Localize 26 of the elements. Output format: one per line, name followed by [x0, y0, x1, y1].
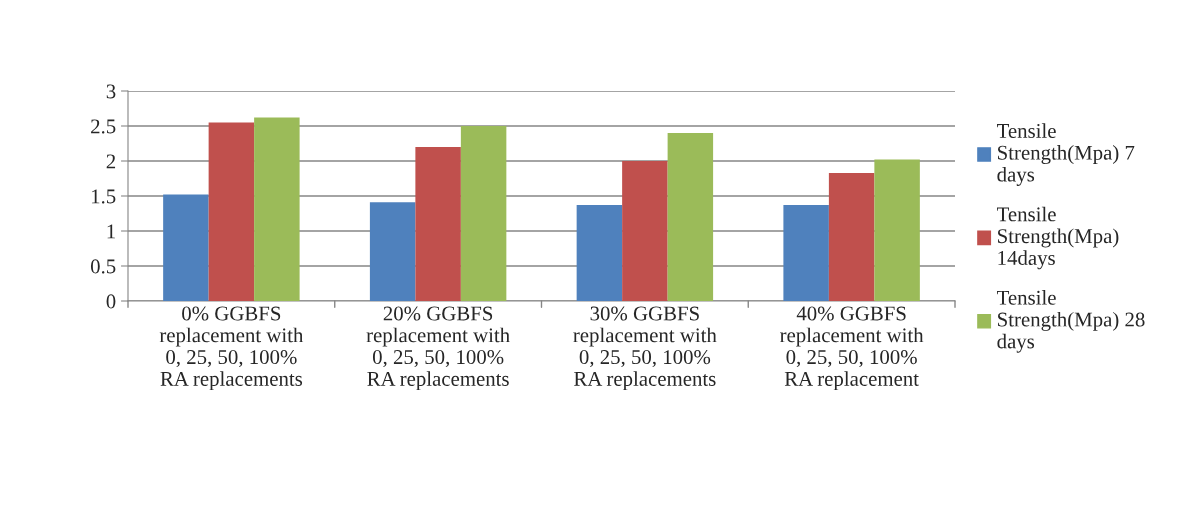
- x-tick-label: 20% GGBFS replacement with 0, 25, 50, 100% RA replacements: [366, 306, 510, 391]
- bar: [369, 202, 416, 301]
- y-tick-label: 2: [106, 154, 116, 169]
- y-tick-label: 1: [107, 224, 115, 239]
- x-tick-label: 30% GGBFS replacement with 0, 25, 50, 100% RA replacements: [573, 306, 717, 391]
- bar: [460, 126, 507, 301]
- y-tick-label: 1.5: [91, 189, 116, 204]
- bar: [415, 147, 461, 301]
- bar: [208, 122, 255, 301]
- legend-label: Tensile Strength(Mpa) 14days: [997, 206, 1119, 270]
- bar: [783, 205, 829, 301]
- bar: [622, 161, 668, 301]
- legend-label: Tensile Strength(Mpa) 28 days: [997, 290, 1145, 353]
- bar: [828, 172, 875, 301]
- legend-label: Tensile Strength(Mpa) 7 days: [997, 123, 1135, 186]
- y-tick-label: 0.5: [90, 259, 116, 274]
- y-tick-label: 0: [106, 294, 116, 309]
- x-tick-label: 0% GGBFS replacement with 0, 25, 50, 100% RA replacements: [159, 306, 304, 391]
- bar: [163, 194, 209, 301]
- y-tick-label: 3: [106, 84, 116, 99]
- x-tick-label: 40% GGBFS replacement with 0, 25, 50, 100% RA replacement: [780, 306, 924, 391]
- y-tick-label: 2.5: [91, 119, 116, 134]
- bar: [667, 133, 714, 301]
- bar: [576, 205, 623, 301]
- bar: [254, 117, 300, 301]
- bar: [874, 159, 920, 301]
